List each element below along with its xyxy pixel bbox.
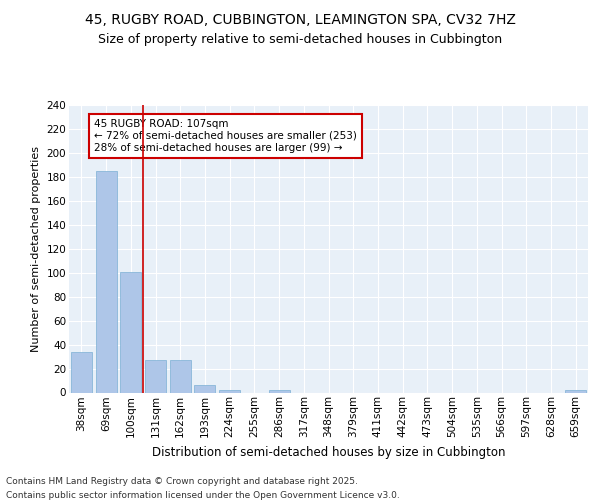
Bar xyxy=(194,386,215,392)
Text: Size of property relative to semi-detached houses in Cubbington: Size of property relative to semi-detach… xyxy=(98,32,502,46)
Text: Contains public sector information licensed under the Open Government Licence v3: Contains public sector information licen… xyxy=(6,491,400,500)
Text: Contains HM Land Registry data © Crown copyright and database right 2025.: Contains HM Land Registry data © Crown c… xyxy=(6,478,358,486)
Bar xyxy=(219,390,240,392)
Bar xyxy=(170,360,191,392)
X-axis label: Distribution of semi-detached houses by size in Cubbington: Distribution of semi-detached houses by … xyxy=(152,446,505,458)
Bar xyxy=(95,171,116,392)
Bar xyxy=(120,272,141,392)
Bar xyxy=(145,360,166,392)
Text: 45, RUGBY ROAD, CUBBINGTON, LEAMINGTON SPA, CV32 7HZ: 45, RUGBY ROAD, CUBBINGTON, LEAMINGTON S… xyxy=(85,12,515,26)
Bar xyxy=(71,352,92,393)
Text: 45 RUGBY ROAD: 107sqm
← 72% of semi-detached houses are smaller (253)
28% of sem: 45 RUGBY ROAD: 107sqm ← 72% of semi-deta… xyxy=(94,120,356,152)
Bar xyxy=(269,390,290,392)
Y-axis label: Number of semi-detached properties: Number of semi-detached properties xyxy=(31,146,41,352)
Bar xyxy=(565,390,586,392)
